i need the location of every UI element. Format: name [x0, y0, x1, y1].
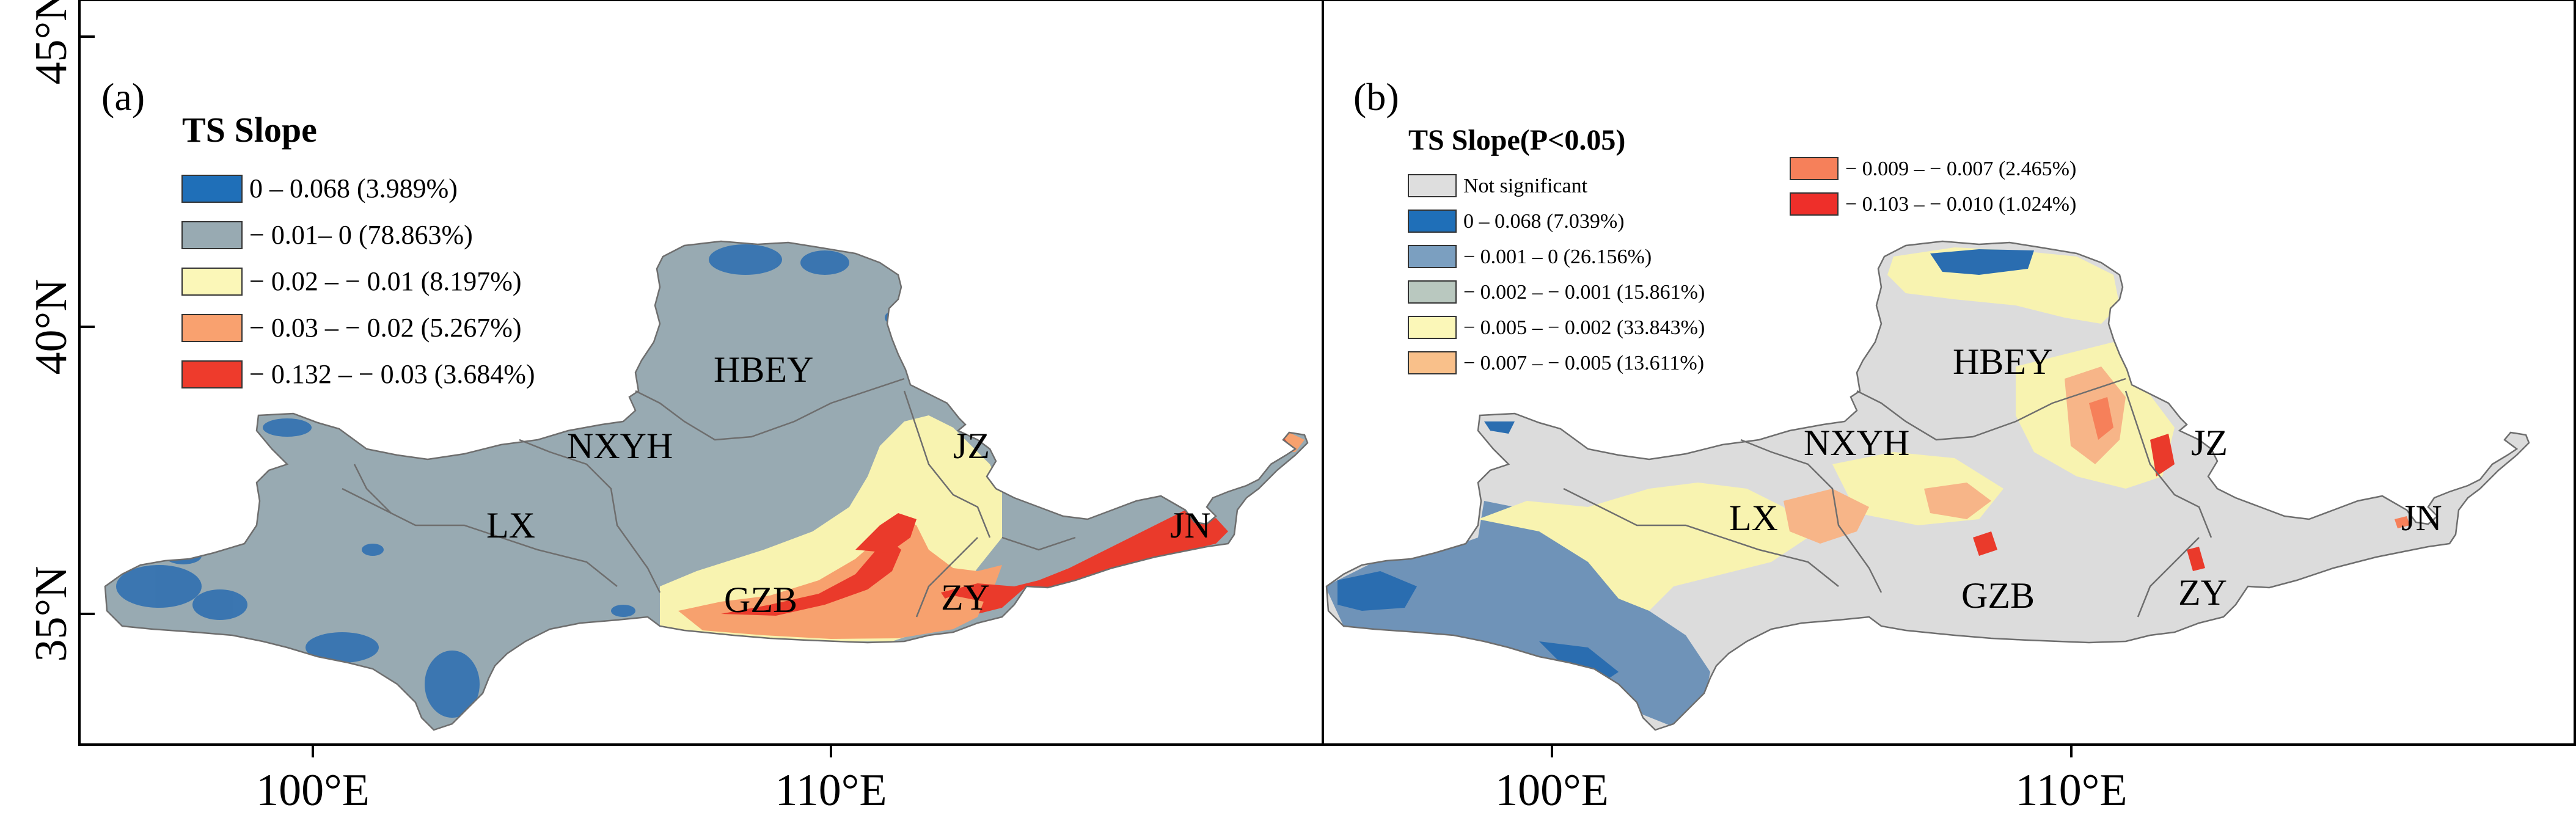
y-tick-label: 35°N [26, 566, 76, 662]
legend-swatch [181, 175, 243, 203]
panel-b-legend-title: TS Slope(P<0.05) [1408, 124, 1625, 156]
legend-swatch [181, 360, 243, 388]
legend-label: − 0.009 – − 0.007 (2.465%) [1845, 158, 2076, 180]
panel-b-basin-map [1325, 240, 2530, 731]
legend-label: − 0.007 – − 0.005 (13.611%) [1463, 352, 1704, 374]
legend-swatch [181, 268, 243, 296]
legend-item: − 0.01– 0 (78.863%) [181, 220, 473, 250]
legend-swatch [1408, 245, 1457, 268]
panel-a-tag: (a) [101, 75, 145, 118]
legend-swatch [1790, 157, 1839, 180]
legend-swatch [1408, 174, 1457, 197]
x-tick-label: 100°E [1495, 765, 1609, 815]
region-label-jn: JN [1170, 505, 1211, 545]
legend-item: Not significant [1408, 174, 1588, 197]
legend-item: 0 – 0.068 (7.039%) [1408, 210, 1624, 233]
legend-label: − 0.01– 0 (78.863%) [249, 220, 473, 250]
y-axis [79, 35, 95, 615]
legend-item: − 0.001 – 0 (26.156%) [1408, 245, 1652, 268]
region-label-hbey: HBEY [714, 349, 813, 390]
region-label-jz: JZ [953, 426, 990, 466]
panel-b-tag: (b) [1353, 75, 1399, 118]
legend-label: 0 – 0.068 (7.039%) [1463, 210, 1624, 233]
region-label-nxyh: NXYH [567, 426, 673, 466]
legend-swatch [1790, 192, 1839, 216]
legend-item: − 0.103 – − 0.010 (1.024%) [1790, 192, 2076, 216]
panel-a-region-labels: HBEY NXYH LX JZ GZB ZY JN [486, 349, 1211, 620]
region-label-jz: JZ [2191, 423, 2228, 463]
legend-swatch [181, 314, 243, 342]
x-tick-label: 110°E [2015, 765, 2127, 815]
legend-label: − 0.132 – − 0.03 (3.684%) [249, 359, 535, 389]
legend-swatch [1408, 280, 1457, 304]
legend-swatch [181, 221, 243, 249]
legend-swatch [1408, 316, 1457, 339]
legend-swatch [1408, 351, 1457, 374]
y-tick-label: 40°N [26, 279, 76, 374]
legend-label: 0 – 0.068 (3.989%) [249, 173, 458, 203]
legend-item: − 0.02 – − 0.01 (8.197%) [181, 266, 522, 296]
x-tick-label: 110°E [775, 765, 887, 815]
legend-item: − 0.002 – − 0.001 (15.861%) [1408, 280, 1705, 304]
region-label-jn: JN [2401, 498, 2442, 538]
region-label-nxyh: NXYH [1804, 423, 1909, 463]
region-label-zy: ZY [2178, 572, 2227, 613]
legend-label: − 0.03 – − 0.02 (5.267%) [249, 313, 522, 343]
legend-label: Not significant [1463, 175, 1588, 197]
legend-swatch [1408, 210, 1457, 233]
region-label-gzb: GZB [724, 580, 797, 620]
legend-label: − 0.005 – − 0.002 (33.843%) [1463, 316, 1705, 339]
legend-item: − 0.03 – − 0.02 (5.267%) [181, 313, 522, 343]
y-axis-labels: 45°N 40°N 35°N [26, 0, 76, 662]
panel-a-basin-map [104, 240, 1309, 731]
region-label-lx: LX [1729, 498, 1778, 538]
panel-b: HBEY NXYH LX JZ GZB ZY JN (b) TS Slope(P… [1322, 0, 2576, 746]
region-label-zy: ZY [941, 577, 990, 618]
panel-a-legend: 0 – 0.068 (3.989%) − 0.01– 0 (78.863%) −… [181, 173, 535, 389]
panel-a-legend-title: TS Slope [182, 110, 317, 150]
y-tick-label: 45°N [26, 0, 76, 85]
legend-item: − 0.007 – − 0.005 (13.611%) [1408, 351, 1704, 374]
panel-b-legend: Not significant 0 – 0.068 (7.039%) − 0.0… [1408, 157, 2076, 374]
region-label-lx: LX [486, 505, 535, 545]
legend-item: − 0.009 – − 0.007 (2.465%) [1790, 157, 2076, 180]
legend-label: − 0.001 – 0 (26.156%) [1463, 246, 1652, 268]
panel-b-region-labels: HBEY NXYH LX JZ GZB ZY JN [1729, 341, 2442, 616]
x-axis [312, 745, 2073, 757]
region-label-gzb: GZB [1961, 575, 2035, 616]
x-tick-label: 100°E [256, 765, 370, 815]
legend-item: − 0.132 – − 0.03 (3.684%) [181, 359, 535, 389]
legend-label: − 0.002 – − 0.001 (15.861%) [1463, 281, 1705, 304]
x-axis-labels: 100°E 110°E 100°E 110°E [256, 765, 2127, 815]
legend-item: 0 – 0.068 (3.989%) [181, 173, 458, 203]
legend-item: − 0.005 – − 0.002 (33.843%) [1408, 316, 1705, 339]
panel-a: HBEY NXYH LX JZ GZB ZY JN (a) TS Slope 0… [78, 0, 1324, 746]
legend-label: − 0.103 – − 0.010 (1.024%) [1845, 193, 2076, 216]
legend-label: − 0.02 – − 0.01 (8.197%) [249, 266, 522, 296]
region-label-hbey: HBEY [1953, 341, 2052, 382]
